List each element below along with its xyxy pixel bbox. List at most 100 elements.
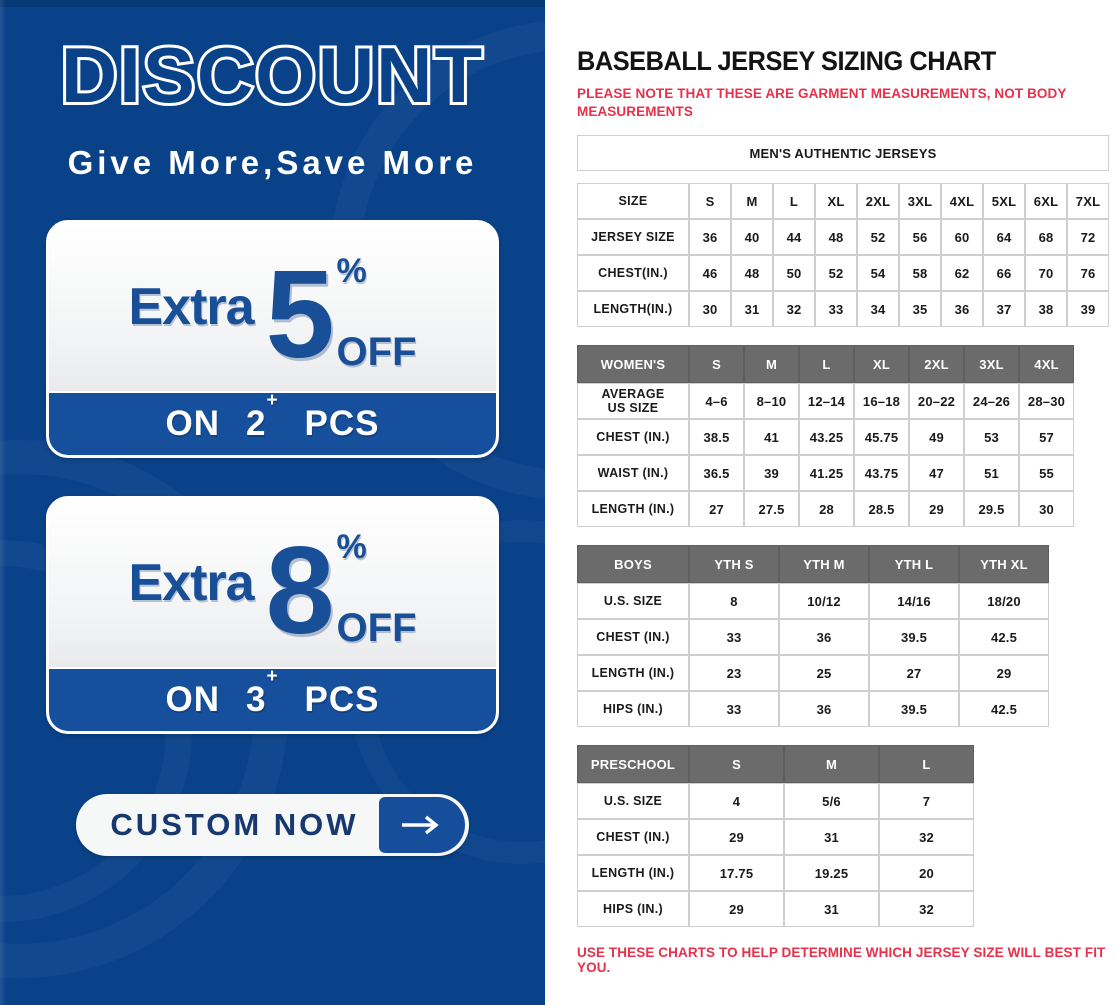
deal-card-1-percent-value: 5 bbox=[265, 245, 335, 384]
table-row-header: LENGTH (IN.) bbox=[577, 491, 689, 528]
table-header-row: PRESCHOOL S M L bbox=[577, 745, 974, 784]
table-cell: 31 bbox=[784, 891, 879, 928]
table-cell: 39 bbox=[1067, 291, 1109, 328]
table-cell: 29 bbox=[959, 655, 1049, 692]
table-row: LENGTH (IN.) 27 27.5 28 28.5 29 29.5 30 bbox=[577, 491, 1074, 528]
table-header-cell: M bbox=[784, 745, 879, 784]
table-cell: 33 bbox=[815, 291, 857, 328]
table-cell: 36.5 bbox=[689, 455, 744, 492]
table-cell: 42.5 bbox=[959, 619, 1049, 656]
table-cell: 5/6 bbox=[784, 783, 879, 820]
table-row-header: WAIST (IN.) bbox=[577, 455, 689, 492]
table-cell: 48 bbox=[815, 219, 857, 256]
table-cell: 53 bbox=[964, 419, 1019, 456]
table-cell: 52 bbox=[857, 219, 899, 256]
table-cell: 24–26 bbox=[964, 383, 1019, 420]
table-cell: 27 bbox=[689, 491, 744, 528]
deal-card-2-condition-bar: ON 3+ PCS bbox=[49, 666, 496, 731]
deal-card-2-percent-symbol: % bbox=[336, 528, 367, 566]
table-row: HIPS (IN.) 29 31 32 bbox=[577, 891, 974, 928]
table-cell: 4–6 bbox=[689, 383, 744, 420]
deal-card-2-quantity: 3+ bbox=[245, 666, 279, 720]
table-header-cell: BOYS bbox=[577, 545, 689, 584]
deal-card-1-off-label: OFF bbox=[336, 330, 417, 374]
table-cell: 28.5 bbox=[854, 491, 909, 528]
table-cell: 46 bbox=[689, 255, 731, 292]
table-header-cell: 3XL bbox=[964, 345, 1019, 384]
table-row-header: CHEST (IN.) bbox=[577, 419, 689, 456]
table-cell: 44 bbox=[773, 219, 815, 256]
table-header-cell: S bbox=[689, 745, 784, 784]
table-cell: 4 bbox=[689, 783, 784, 820]
table-band-title: MEN'S AUTHENTIC JERSEYS bbox=[577, 135, 1109, 172]
table-header-cell: S bbox=[689, 183, 731, 220]
table-cell: 23 bbox=[689, 655, 779, 692]
table-header-cell: YTH L bbox=[869, 545, 959, 584]
table-cell: 32 bbox=[879, 819, 974, 856]
panel-top-stripe bbox=[0, 0, 545, 7]
table-cell: 29 bbox=[689, 891, 784, 928]
deal-card-2-off-label: OFF bbox=[336, 606, 417, 650]
table-cell: 41.25 bbox=[799, 455, 854, 492]
deal-card-1-condition-suffix: PCS bbox=[304, 404, 380, 443]
table-row-header: AVERAGE US SIZE bbox=[577, 383, 689, 420]
table-cell: 37 bbox=[983, 291, 1025, 328]
deal-card-2-quantity-number: 3 bbox=[245, 680, 267, 719]
table-cell: 20–22 bbox=[909, 383, 964, 420]
table-cell: 32 bbox=[773, 291, 815, 328]
table-cell: 43.75 bbox=[854, 455, 909, 492]
table-row: JERSEY SIZE 36 40 44 48 52 56 60 64 68 72 bbox=[577, 219, 1109, 256]
table-header-cell: PRESCHOOL bbox=[577, 745, 689, 784]
table-row: LENGTH(IN.) 30 31 32 33 34 35 36 37 38 39 bbox=[577, 291, 1109, 328]
table-row-header: CHEST (IN.) bbox=[577, 819, 689, 856]
table-row: CHEST (IN.) 33 36 39.5 42.5 bbox=[577, 619, 1049, 656]
deal-card-1[interactable]: Extra 5 % OFF ON 2+ PCS bbox=[46, 220, 499, 458]
table-cell: 45.75 bbox=[854, 419, 909, 456]
custom-now-button-label: CUSTOM NOW bbox=[110, 807, 359, 842]
table-cell: 55 bbox=[1019, 455, 1074, 492]
deal-card-2[interactable]: Extra 8 % OFF ON 3+ PCS bbox=[46, 496, 499, 734]
table-cell: 58 bbox=[899, 255, 941, 292]
table-cell: 40 bbox=[731, 219, 773, 256]
table-header-cell: 6XL bbox=[1025, 183, 1067, 220]
table-cell: 30 bbox=[1019, 491, 1074, 528]
table-cell: 18/20 bbox=[959, 583, 1049, 620]
table-cell: 33 bbox=[689, 619, 779, 656]
table-cell: 57 bbox=[1019, 419, 1074, 456]
deal-card-1-quantity-number: 2 bbox=[245, 404, 267, 443]
table-cell: 39.5 bbox=[869, 691, 959, 728]
table-cell: 56 bbox=[899, 219, 941, 256]
table-header-cell: WOMEN'S bbox=[577, 345, 689, 384]
discount-promo-panel: DISCOUNT Give More,Save More Extra 5 % O… bbox=[0, 0, 545, 1005]
sizing-tables-container: MEN'S AUTHENTIC JERSEYS SIZE S M L XL 2XL 3XL 4X… bbox=[577, 135, 1116, 928]
table-cell: 33 bbox=[689, 691, 779, 728]
custom-now-button[interactable]: CUSTOM NOW bbox=[76, 794, 469, 856]
sizing-table-womens: WOMEN'S S M L XL 2XL 3XL 4XL AVERAGE US SIZE 4–6 8–… bbox=[577, 345, 1074, 528]
table-cell: 20 bbox=[879, 855, 974, 892]
table-cell: 25 bbox=[779, 655, 869, 692]
table-band-title-row: MEN'S AUTHENTIC JERSEYS bbox=[577, 135, 1109, 172]
deal-card-2-condition-prefix: ON bbox=[165, 680, 220, 719]
table-row-header: LENGTH (IN.) bbox=[577, 655, 689, 692]
table-cell: 70 bbox=[1025, 255, 1067, 292]
table-cell: 60 bbox=[941, 219, 983, 256]
sizing-charts-panel: BASEBALL JERSEY SIZING CHART PLEASE NOTE… bbox=[545, 0, 1116, 1005]
table-cell: 42.5 bbox=[959, 691, 1049, 728]
table-row: CHEST (IN.) 38.5 41 43.25 45.75 49 53 57 bbox=[577, 419, 1074, 456]
deal-card-1-quantity: 2+ bbox=[245, 390, 279, 444]
table-cell: 72 bbox=[1067, 219, 1109, 256]
deal-card-1-condition-bar: ON 2+ PCS bbox=[49, 390, 496, 455]
table-cell: 68 bbox=[1025, 219, 1067, 256]
charts-footer-note: USE THESE CHARTS TO HELP DETERMINE WHICH… bbox=[577, 945, 1106, 976]
deal-card-1-percent-symbol: % bbox=[336, 252, 367, 290]
table-cell: 8 bbox=[689, 583, 779, 620]
table-cell: 31 bbox=[731, 291, 773, 328]
table-header-cell: 4XL bbox=[941, 183, 983, 220]
table-row-header: HIPS (IN.) bbox=[577, 891, 689, 928]
table-header-cell: SIZE bbox=[577, 183, 689, 220]
table-cell: 7 bbox=[879, 783, 974, 820]
table-cell: 10/12 bbox=[779, 583, 869, 620]
deal-card-2-quantity-plus: + bbox=[266, 666, 279, 688]
measurement-note: PLEASE NOTE THAT THESE ARE GARMENT MEASU… bbox=[577, 86, 1067, 120]
